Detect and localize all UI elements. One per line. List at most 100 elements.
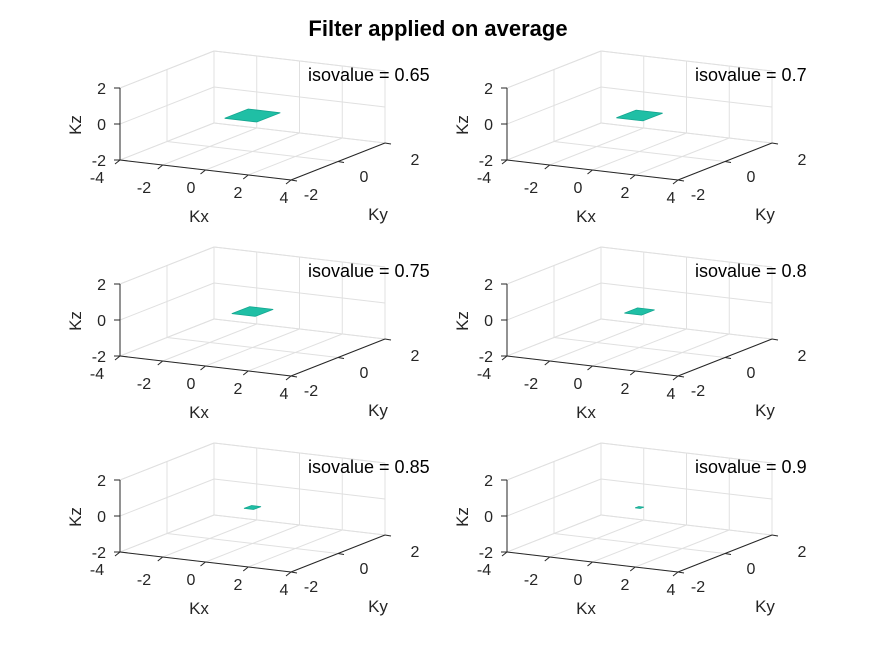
grid-line <box>600 246 773 268</box>
y-tick <box>677 375 685 378</box>
isovalue-annotation: isovalue = 0.9 <box>695 457 807 477</box>
x-tick <box>501 551 508 557</box>
isosurface-patch <box>624 307 655 316</box>
isovalue-annotation: isovalue = 0.75 <box>308 261 430 281</box>
isosurface-patch <box>231 306 274 317</box>
z-axis-label: Kz <box>66 311 85 331</box>
x-axis-label: Kx <box>576 599 596 618</box>
x-tick-label: -4 <box>477 562 491 579</box>
grid-line <box>600 122 773 144</box>
grid-line <box>119 478 215 517</box>
y-axis-label: Ky <box>368 401 388 420</box>
isovalue-annotation: isovalue = 0.85 <box>308 457 430 477</box>
x-tick <box>629 370 636 376</box>
z-tick-label: -2 <box>92 153 106 170</box>
z-tick-label: -2 <box>92 545 106 562</box>
grid-line <box>506 478 602 517</box>
x-tick <box>242 566 249 572</box>
y-tick-label: -2 <box>304 383 318 400</box>
isovalue-annotation: isovalue = 0.7 <box>695 65 807 85</box>
x-tick <box>157 556 164 562</box>
x-tick-label: -4 <box>90 562 104 579</box>
z-tick-label: 0 <box>484 117 493 134</box>
x-axis-label: Kx <box>189 403 209 422</box>
x-tick-label: 2 <box>234 577 243 594</box>
grid-line <box>213 86 386 108</box>
x-tick <box>544 164 551 170</box>
x-tick-label: 4 <box>667 582 676 599</box>
grid-line <box>600 478 773 500</box>
z-axis-label: Kz <box>453 311 472 331</box>
x-tick <box>285 375 292 381</box>
grid-line <box>119 318 215 357</box>
x-tick-label: 4 <box>667 190 676 207</box>
x-axis-label: Kx <box>576 207 596 226</box>
y-axis-label: Ky <box>368 597 388 616</box>
z-axis-label: Kz <box>66 115 85 135</box>
x-tick <box>587 169 593 175</box>
y-axis-label: Ky <box>368 205 388 224</box>
x-tick <box>114 159 121 165</box>
x-tick <box>544 556 551 562</box>
isovalue-annotation: isovalue = 0.65 <box>308 65 430 85</box>
x-tick-label: 2 <box>621 185 630 202</box>
y-tick <box>384 142 392 145</box>
grid-line <box>119 122 215 161</box>
y-tick <box>771 338 779 341</box>
y-tick-label: 2 <box>798 152 807 169</box>
z-axis-label: Kz <box>453 507 472 527</box>
x-tick-label: 2 <box>234 185 243 202</box>
y-tick <box>771 534 779 537</box>
x-tick <box>672 375 679 381</box>
z-tick-label: 2 <box>484 81 493 98</box>
y-tick-label: 0 <box>360 169 369 186</box>
y-tick-label: 2 <box>411 348 420 365</box>
y-tick-label: 2 <box>411 544 420 561</box>
x-tick-label: 0 <box>187 572 196 589</box>
grid-line <box>119 246 215 285</box>
x-tick-label: 4 <box>280 582 289 599</box>
y-tick <box>724 161 732 163</box>
x-tick-label: -4 <box>477 170 491 187</box>
x-tick <box>114 355 121 361</box>
x-tick-label: -4 <box>90 366 104 383</box>
x-tick-label: 0 <box>574 572 583 589</box>
x-tick <box>285 179 292 185</box>
grid-line <box>506 514 602 553</box>
grid-line <box>119 282 215 321</box>
grid-line <box>600 318 773 340</box>
y-tick <box>290 179 298 182</box>
x-tick-label: 2 <box>621 381 630 398</box>
grid-line <box>506 122 602 161</box>
y-tick-label: 0 <box>747 365 756 382</box>
x-tick-label: -2 <box>137 376 151 393</box>
grid-line <box>213 246 386 268</box>
z-tick-label: 0 <box>484 313 493 330</box>
x-tick-label: -4 <box>90 170 104 187</box>
x-tick <box>285 571 292 577</box>
grid-line <box>213 50 386 72</box>
grid-line <box>506 318 602 357</box>
y-tick-label: 2 <box>798 348 807 365</box>
x-axis-label: Kx <box>189 599 209 618</box>
x-tick <box>587 365 593 371</box>
grid-line <box>119 514 215 553</box>
grid-line <box>166 533 339 554</box>
x-tick <box>544 360 551 366</box>
grid-line <box>600 282 773 304</box>
grid-line <box>506 442 602 481</box>
x-tick <box>242 370 249 376</box>
x-axis-label: Kx <box>189 207 209 226</box>
grid-line <box>506 246 602 285</box>
y-tick <box>677 571 685 574</box>
x-tick-label: 4 <box>280 386 289 403</box>
x-tick <box>200 365 206 371</box>
y-tick-label: 2 <box>411 152 420 169</box>
x-tick <box>501 355 508 361</box>
x-tick-label: -2 <box>524 572 538 589</box>
grid-line <box>213 514 386 536</box>
